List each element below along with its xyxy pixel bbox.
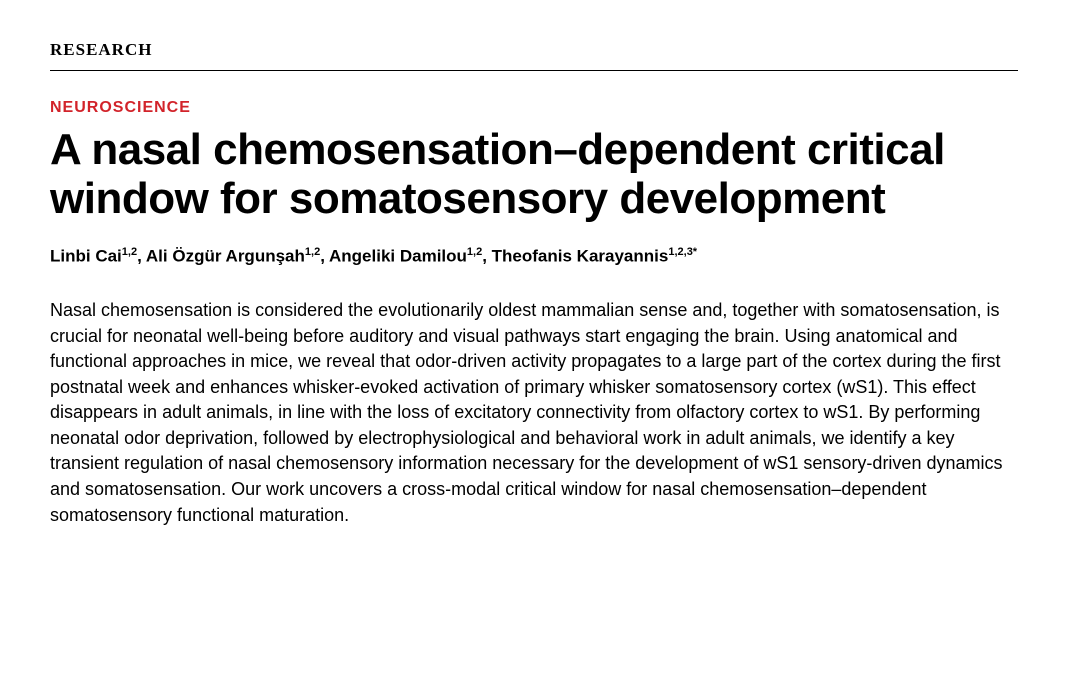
section-label: RESEARCH: [50, 40, 1018, 71]
article-title: A nasal chemosensation–dependent critica…: [50, 125, 1018, 224]
paper-header: RESEARCH NEUROSCIENCE A nasal chemosensa…: [0, 0, 1068, 568]
abstract: Nasal chemosensation is considered the e…: [50, 298, 1015, 528]
article-category: NEUROSCIENCE: [50, 99, 1018, 117]
author-list: Linbi Cai1,2, Ali Özgür Argunşah1,2, Ang…: [50, 246, 1018, 267]
